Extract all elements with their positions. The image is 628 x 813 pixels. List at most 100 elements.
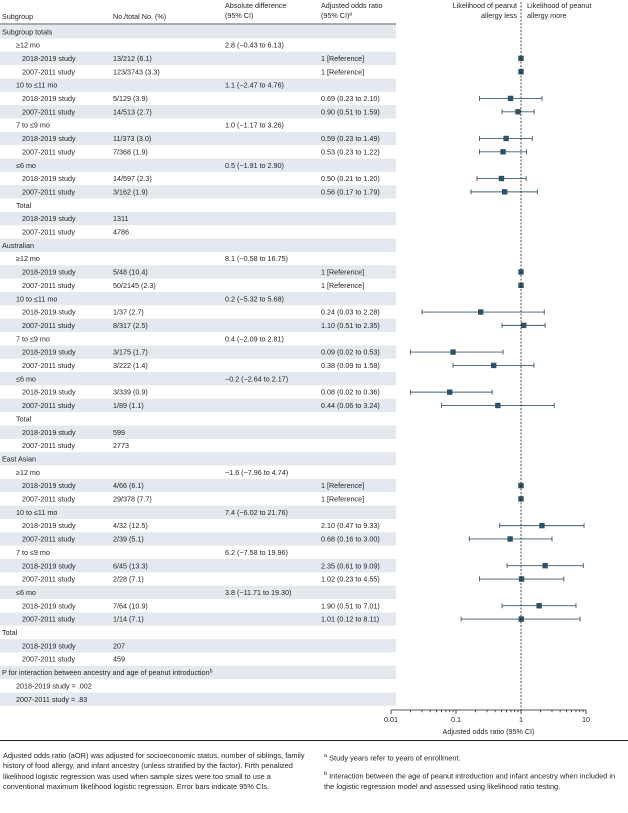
row-band — [0, 559, 396, 573]
row-count: 5/48 (10.4) — [113, 268, 148, 277]
odds-ratio-marker — [503, 135, 509, 142]
row-label: 2007-2011 study — [22, 147, 75, 156]
row-label: 10 to ≤11 mo — [16, 508, 57, 517]
row-absolute-difference: 7.4 (−6.02 to 21.76) — [225, 508, 288, 517]
table-row-pval: 2007-2011 study = .83 — [16, 695, 87, 704]
odds-ratio-marker — [447, 389, 453, 395]
table-row-study: 2018-2019 study 3/339 (0.9) 0.08 (0.02 to … — [22, 388, 380, 397]
table-row-group: ≤6 mo −0.2 (−2.64 to 2.17) — [16, 374, 288, 383]
odds-ratio-marker — [518, 496, 524, 502]
table-row-section: Subgroup totals — [2, 27, 53, 36]
row-label: 2018-2019 study — [22, 561, 76, 570]
row-band — [0, 398, 396, 413]
table-row-study: 2007-2011 study 3/222 (1.4) 0.38 (0.09 to … — [22, 361, 380, 370]
header-absdiff-line1: Absolute difference — [225, 1, 286, 10]
table-row-group: ≤6 mo 0.5 (−1.91 to 2.90) — [16, 161, 284, 170]
row-adjusted-odds-ratio: 1 [Reference] — [321, 67, 364, 76]
row-adjusted-odds-ratio: 0.59 (0.23 to 1.49) — [321, 134, 380, 143]
row-label: 2018-2019 study — [22, 388, 76, 397]
odds-ratio-marker — [518, 282, 524, 289]
x-tick-label: 1 — [519, 715, 523, 724]
table-row-section: Total — [2, 628, 18, 637]
row-adjusted-odds-ratio: 1 [Reference] — [321, 268, 364, 277]
row-adjusted-odds-ratio: 1.10 (0.51 to 2.35) — [321, 321, 380, 330]
table-row-group: 10 to ≤11 mo 7.4 (−6.02 to 21.76) — [16, 508, 288, 517]
row-count: 1/89 (1.1) — [113, 401, 144, 410]
table-row-study: 2018-2019 study 5/129 (3.9) 0.69 (0.23 to … — [22, 94, 380, 103]
odds-ratio-marker — [520, 322, 527, 329]
footnote-b-marker: b — [324, 771, 328, 777]
row-band — [0, 51, 396, 66]
footnote-b-text: Interaction between the age of peanut in… — [324, 771, 616, 791]
row-label: 2007-2011 study — [22, 321, 75, 330]
row-label: 2007-2011 study — [22, 187, 75, 196]
row-label: 2007-2011 study — [22, 228, 75, 237]
row-label: 7 to ≤9 mo — [16, 121, 50, 130]
table-row-group: 7 to ≤9 mo 6.2 (−7.58 to 19.96) — [16, 548, 288, 557]
row-count: 3/175 (1.7) — [113, 348, 148, 357]
row-adjusted-odds-ratio: 1.90 (0.51 to 7.01) — [321, 601, 380, 610]
row-absolute-difference: 1.1 (−2.47 to 4.76) — [225, 81, 284, 90]
table-row-study: 2018-2019 study 1/37 (2.7) 0.24 (0.03 to 2… — [22, 308, 380, 317]
table-row-study: 2007-2011 study 459 — [22, 655, 125, 664]
row-absolute-difference: −0.2 (−2.64 to 2.17) — [225, 374, 288, 383]
table-row-study: 2007-2011 study 8/317 (2.5) 1.10 (0.51 to … — [22, 321, 380, 330]
table-row-study: 2007-2011 study 2773 — [22, 441, 129, 450]
row-label: 2007-2011 study — [22, 615, 75, 624]
table-row-group: ≥12 mo 2.8 (−0.43 to 6.13) — [16, 41, 284, 50]
table-row-study: 2018-2019 study 207 — [22, 641, 125, 650]
footnote-b: b Interaction between the age of peanut … — [324, 769, 624, 792]
row-count: 599 — [113, 428, 125, 437]
table-row-study: 2018-2019 study 5/48 (10.4) 1 [Reference] — [22, 268, 364, 277]
row-label: 2007-2011 study — [22, 575, 75, 584]
row-label: ≥12 mo — [16, 468, 40, 477]
row-count: 459 — [113, 655, 125, 664]
table-row-group: 7 to ≤9 mo 0.4 (−2.09 to 2.81) — [16, 334, 284, 343]
odds-ratio-marker — [515, 109, 521, 115]
table-row-study: 2018-2019 study 11/373 (3.0) 0.59 (0.23 to… — [22, 134, 380, 143]
row-band — [0, 25, 396, 39]
table-row-group: Total — [16, 201, 32, 210]
row-adjusted-odds-ratio: 1 [Reference] — [321, 481, 364, 490]
row-label: 2018-2019 study = .002 — [16, 681, 92, 690]
row-label: 2018-2019 study — [22, 308, 76, 317]
row-band — [0, 185, 396, 199]
odds-ratio-marker — [498, 175, 505, 182]
row-absolute-difference: 1.0 (−1.17 to 3.26) — [225, 121, 284, 130]
row-label: Subgroup totals — [2, 27, 53, 36]
row-label: Australian — [2, 241, 34, 250]
row-adjusted-odds-ratio: 0.38 (0.09 to 1.58) — [321, 361, 380, 370]
row-label: 7 to ≤9 mo — [16, 548, 50, 557]
odds-ratio-marker — [518, 69, 524, 75]
table-row-study: 2007-2011 study 123/3743 (3.3) 1 [Referenc… — [22, 67, 364, 76]
header-more-line1: Likelihood of peanut — [527, 1, 591, 10]
odds-ratio-marker — [478, 309, 484, 315]
forest-plot-area: 0.01 0.1 1 10 Adjusted odds ratio (95% CI) — [384, 2, 590, 736]
odds-ratio-marker — [518, 576, 525, 582]
row-label: ≤6 mo — [16, 161, 36, 170]
row-count: 2/39 (5.1) — [113, 535, 144, 544]
row-adjusted-odds-ratio: 0.68 (0.16 to 3.00) — [321, 535, 380, 544]
table-row-group: ≥12 mo 8.1 (−0.58 to 16.75) — [16, 254, 288, 263]
row-label: Total — [16, 201, 32, 210]
odds-ratio-marker — [500, 149, 506, 155]
table-row-study: 2018-2019 study 3/175 (1.7) 0.09 (0.02 to … — [22, 348, 380, 357]
table-row-study: 2007-2011 study 7/368 (1.9) 0.53 (0.23 to … — [22, 147, 380, 156]
row-absolute-difference: 2.8 (−0.43 to 6.13) — [225, 41, 284, 50]
table-row-study: 2007-2011 study 14/513 (2.7) 0.90 (0.51 to… — [22, 107, 380, 116]
row-count: 1311 — [113, 214, 128, 223]
row-label: 2018-2019 study — [22, 214, 76, 223]
row-adjusted-odds-ratio: 0.44 (0.06 to 3.24) — [321, 401, 380, 410]
row-label: 2018-2019 study — [22, 94, 76, 103]
row-band — [0, 292, 396, 306]
x-tick-label: 10 — [582, 715, 590, 724]
row-adjusted-odds-ratio: 1 [Reference] — [321, 495, 364, 504]
row-label: 2018-2019 study — [22, 481, 76, 490]
x-axis-label: Adjusted odds ratio (95% CI) — [443, 727, 535, 736]
row-label: 2007-2011 study — [22, 67, 75, 76]
row-label: 7 to ≤9 mo — [16, 334, 50, 343]
row-band — [0, 158, 396, 172]
row-absolute-difference: 3.8 (−11.71 to 19.30) — [225, 588, 291, 597]
row-band — [0, 345, 396, 359]
